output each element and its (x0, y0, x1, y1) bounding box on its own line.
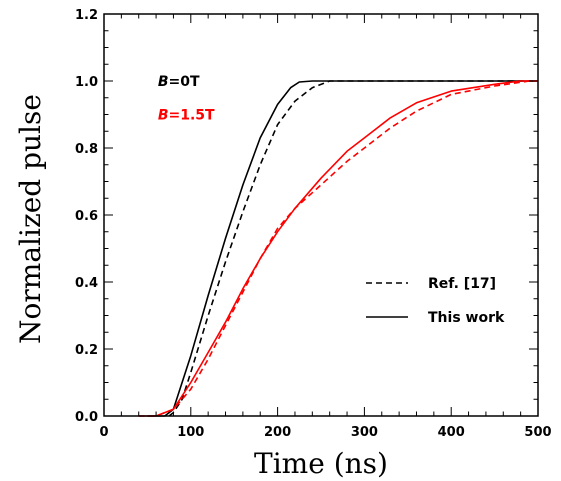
series-line-red-solid (138, 80, 538, 417)
y-tick-label: 0.0 (75, 410, 98, 425)
y-tick-label: 0.6 (75, 209, 98, 224)
annotation-symbol: B (158, 74, 169, 90)
legend-label: This work (428, 310, 505, 326)
legend-label: Ref. [17] (428, 276, 496, 292)
annotation-value: =1.5T (168, 108, 215, 124)
y-tick-label: 0.8 (75, 142, 98, 157)
annotation-value: =0T (168, 74, 199, 90)
field-annotations: B=0TB=1.5T (158, 74, 215, 124)
x-tick-label: 500 (524, 425, 551, 440)
series-line-black-solid (147, 80, 538, 417)
field-annotation: B=0T (158, 74, 200, 90)
series-line-black-dashed (168, 80, 538, 417)
x-tick-label: 0 (99, 425, 108, 440)
y-axis-title: Normalized pulse (14, 94, 47, 344)
x-axis-title: Time (ns) (254, 447, 388, 480)
x-tick-label: 400 (438, 425, 465, 440)
y-tick-label: 1.2 (75, 8, 98, 23)
y-tick-label: 0.4 (75, 276, 98, 291)
legend: Ref. [17] This work (366, 276, 505, 326)
y-tick-label: 0.2 (75, 343, 98, 358)
tick-labels: 0 100 200 300 400 500 0.0 0.2 0.4 0.6 0.8 1.0 1.2 (75, 8, 552, 440)
y-tick-label: 1.0 (75, 75, 98, 90)
series-line-red-dashed (138, 80, 538, 417)
x-tick-label: 200 (264, 425, 291, 440)
plot-frame (103, 13, 539, 417)
field-annotation: B=1.5T (158, 108, 215, 124)
x-tick-label: 100 (177, 425, 204, 440)
annotation-symbol: B (158, 108, 169, 124)
x-tick-label: 300 (351, 425, 378, 440)
data-series-layer (138, 80, 538, 417)
